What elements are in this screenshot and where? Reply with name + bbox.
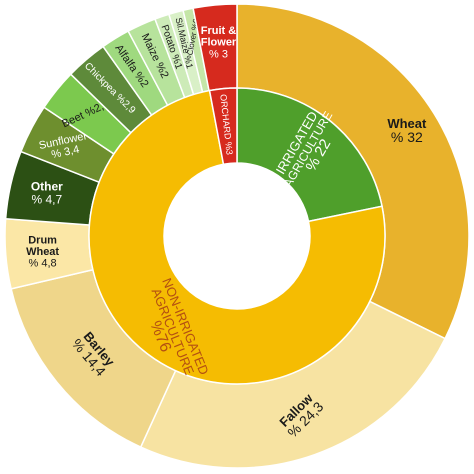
outer-label-line: Flower — [201, 37, 237, 49]
outer-label-line: % 3,4 — [50, 144, 80, 162]
outer-label-line: Wheat — [387, 116, 427, 131]
outer-label-line: % 32 — [391, 129, 423, 145]
center-hole — [164, 163, 310, 309]
outer-label-line: Drum — [28, 234, 57, 246]
outer-label-line: Wheat — [26, 246, 59, 258]
outer-label-other: Other% 4,7 — [31, 180, 63, 207]
outer-label-wheat: Wheat% 32 — [387, 116, 427, 145]
outer-label-line: % 3 — [209, 48, 228, 60]
outer-label-line: % 4,8 — [29, 258, 57, 270]
outer-label-line: Other — [31, 180, 63, 194]
outer-label-fruit: Fruit &Flower% 3 — [201, 25, 237, 60]
outer-label-line: % 4,7 — [32, 192, 63, 206]
outer-label-line: Fruit & — [201, 25, 236, 37]
